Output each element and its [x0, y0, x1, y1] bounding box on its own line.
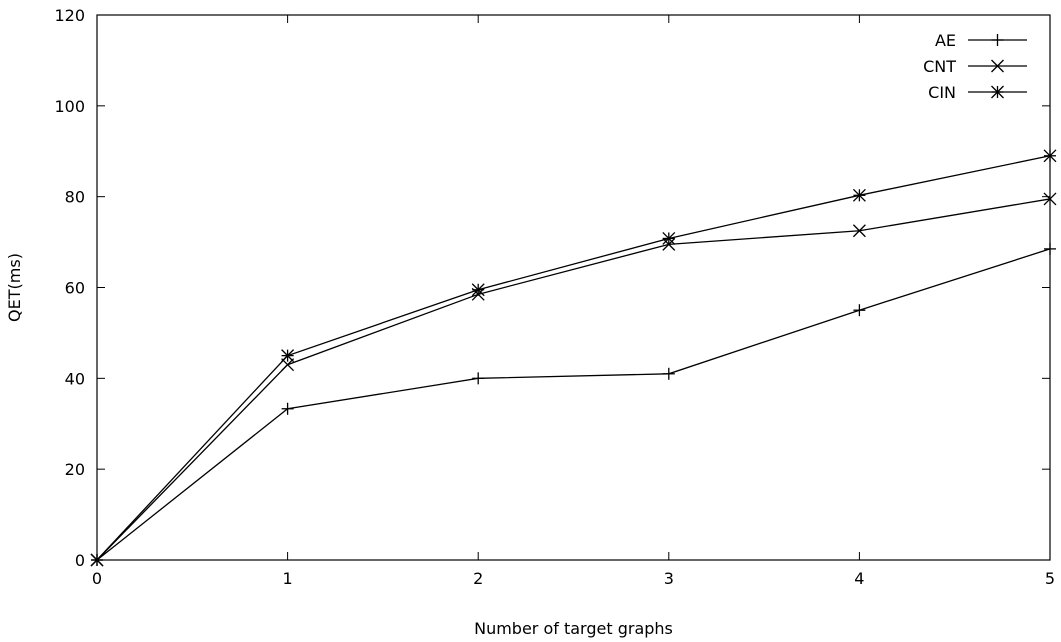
x-tick-label: 3 [664, 569, 674, 588]
y-tick-label: 20 [65, 460, 85, 479]
series-line-ae [96, 248, 1051, 561]
y-axis-title: QET(ms) [5, 253, 24, 322]
y-tick-label: 0 [75, 551, 85, 570]
y-tick-label: 80 [65, 188, 85, 207]
legend-label-ae: AE [935, 31, 956, 50]
x-tick-label: 0 [92, 569, 102, 588]
legend-label-cin: CIN [928, 83, 956, 102]
data-point-cin [852, 188, 866, 202]
legend-marker-cnt [991, 59, 1004, 73]
data-point-ae [662, 367, 675, 380]
plot-frame [96, 14, 1051, 561]
x-tick-label: 1 [283, 569, 293, 588]
legend: AE CNT CIN [923, 31, 1027, 102]
data-point-cnt [852, 224, 866, 238]
x-axis-title: Number of target graphs [474, 619, 673, 638]
data-point-cin [281, 349, 295, 363]
data-point-cin [662, 231, 676, 245]
y-tick-label: 60 [65, 279, 85, 298]
y-tick-label: 100 [54, 97, 85, 116]
axes: 0 1 2 3 4 5 0 20 40 60 80 100 120 [54, 6, 1055, 588]
y-tick-label: 40 [65, 369, 85, 388]
data-point-ae [281, 402, 294, 415]
x-tick-label: 4 [854, 569, 864, 588]
series-line-cin [96, 155, 1051, 561]
data-point-ae [1044, 242, 1056, 255]
data-point-cin [1043, 149, 1057, 163]
data-point-cnt [1043, 192, 1057, 206]
series-line-cnt [96, 198, 1051, 561]
data-point-ae [472, 372, 485, 385]
legend-label-cnt: CNT [923, 57, 956, 76]
x-tick-label: 5 [1045, 569, 1055, 588]
x-tick-label: 2 [473, 569, 483, 588]
data-point-cin [90, 553, 104, 567]
data-point-ae [853, 304, 866, 317]
legend-marker-cin [991, 85, 1004, 99]
legend-marker-ae [991, 34, 1004, 46]
data-point-cin [471, 283, 485, 297]
y-tick-label: 120 [54, 6, 85, 25]
series-lines [90, 149, 1057, 567]
